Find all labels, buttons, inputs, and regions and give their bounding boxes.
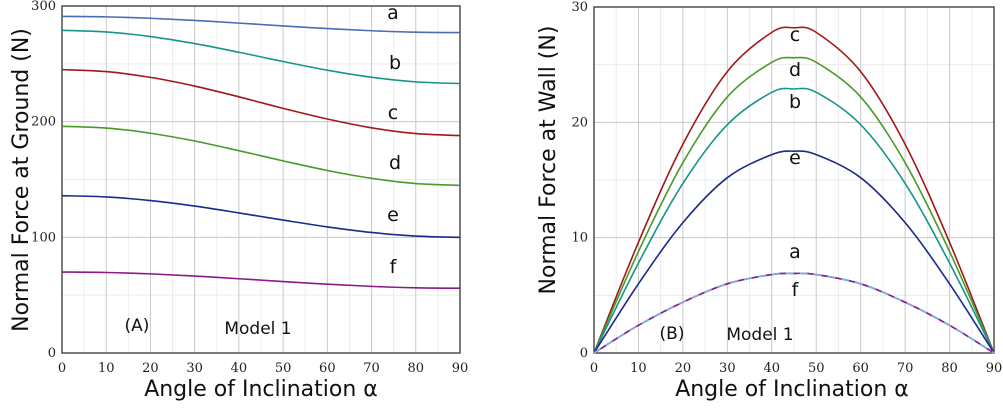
x-tick-label: 0 xyxy=(58,361,66,376)
x-tick-label: 80 xyxy=(408,361,425,376)
x-tick-label: 40 xyxy=(231,361,248,376)
series-line-a-overlay xyxy=(593,272,995,354)
series-line-f xyxy=(61,271,461,290)
model-annotation: Model 1 xyxy=(726,325,793,345)
series-label-b: b xyxy=(389,52,401,74)
series-line-b xyxy=(61,29,461,85)
series-line-c xyxy=(61,68,461,137)
series-label-d: d xyxy=(789,59,801,81)
x-tick-label: 60 xyxy=(852,361,869,376)
y-axis-label: Normal Force at Ground (N) xyxy=(9,28,34,332)
y-tick-label: 100 xyxy=(31,230,56,245)
series-line-b xyxy=(593,87,995,354)
chart-panel-b: 0 10 20 30 40 50 60 70 80 90 0 10 20 30 cdb e af (B) Model… xyxy=(536,0,1002,402)
series-label-c: c xyxy=(388,102,398,124)
x-tick-label: 0 xyxy=(590,361,598,376)
series-label-c: c xyxy=(790,24,800,46)
series-label-e: e xyxy=(387,204,399,226)
panel-label: (B) xyxy=(660,324,685,344)
x-axis-label: Angle of Inclination α xyxy=(144,377,378,402)
series-line-d xyxy=(593,56,995,354)
y-tick-label: 0 xyxy=(580,346,588,361)
series-line-d xyxy=(61,125,461,187)
y-tick-label: 200 xyxy=(31,115,56,130)
plot-frame xyxy=(593,6,995,354)
x-tick-label: 10 xyxy=(630,361,647,376)
x-tick-label: 70 xyxy=(363,361,380,376)
y-tick-label: 300 xyxy=(31,0,56,14)
y-tick-label: 30 xyxy=(571,0,588,15)
series-label-f: f xyxy=(390,256,398,278)
y-tick-label: 0 xyxy=(48,346,56,361)
x-tick-label: 90 xyxy=(986,361,1003,376)
x-tick-label: 40 xyxy=(764,361,781,376)
series-label-a: a xyxy=(387,2,399,24)
series-line-e xyxy=(61,194,461,239)
x-tick-label: 90 xyxy=(452,361,469,376)
model-annotation: Model 1 xyxy=(224,319,291,339)
series-label-d: d xyxy=(389,152,401,174)
y-tick-label: 10 xyxy=(571,231,588,246)
x-tick-label: 30 xyxy=(719,361,736,376)
chart-panel-a: 0 10 20 30 40 50 60 70 80 90 0 100 200 300 a b c d e f (A) Mo… xyxy=(9,0,468,402)
series-line-a xyxy=(61,15,461,34)
series-label-f: f xyxy=(792,279,800,301)
x-tick-label: 50 xyxy=(275,361,292,376)
panel-label: (A) xyxy=(125,316,150,336)
x-tick-label: 60 xyxy=(319,361,336,376)
plot-frame xyxy=(61,5,461,354)
series-line-c xyxy=(593,26,995,354)
x-tick-label: 80 xyxy=(941,361,958,376)
x-tick-label: 50 xyxy=(808,361,825,376)
series-label-b: b xyxy=(789,91,801,113)
x-tick-label: 20 xyxy=(675,361,692,376)
y-axis-label: Normal Force at Wall (N) xyxy=(536,26,561,295)
x-tick-label: 10 xyxy=(98,361,115,376)
x-axis-label: Angle of Inclination α xyxy=(675,377,909,402)
y-tick-label: 20 xyxy=(571,115,588,130)
x-tick-label: 70 xyxy=(897,361,914,376)
series-label-e: e xyxy=(789,147,801,169)
x-tick-label: 20 xyxy=(142,361,159,376)
series-line-e xyxy=(593,150,995,354)
series-label-a: a xyxy=(789,241,801,263)
x-tick-label: 30 xyxy=(186,361,203,376)
